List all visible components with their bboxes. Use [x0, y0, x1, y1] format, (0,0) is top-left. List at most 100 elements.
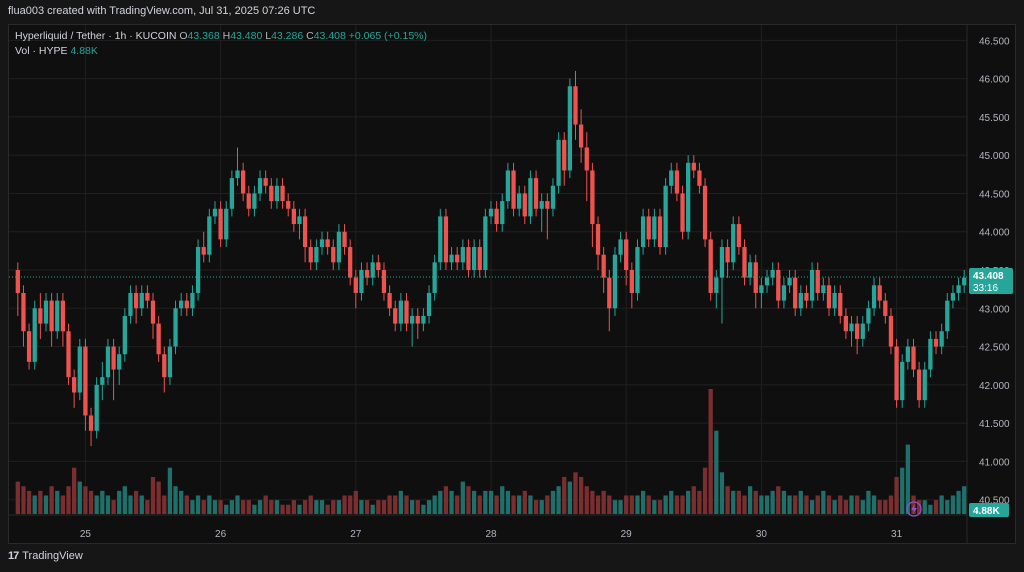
candle-body — [838, 292, 843, 316]
volume-badge[interactable] — [969, 503, 1009, 517]
close-label: C — [306, 30, 314, 42]
candle-body — [145, 292, 150, 301]
candle-body — [94, 384, 99, 431]
volume-bar — [584, 486, 589, 514]
volume-bar — [883, 500, 888, 514]
flash-icon[interactable] — [906, 501, 922, 517]
candle-body — [663, 185, 668, 248]
volume-bar — [894, 476, 899, 514]
candle-body — [883, 300, 888, 316]
candle-body — [43, 300, 49, 324]
volume-bar — [759, 495, 764, 514]
volume-bar — [150, 476, 156, 514]
candle-body — [38, 308, 43, 324]
volume-bar — [432, 495, 437, 514]
volume-label[interactable]: Vol · HYPE — [15, 45, 68, 57]
candle-body — [60, 300, 66, 332]
volume-bar — [511, 495, 516, 514]
volume-bar — [562, 476, 567, 514]
volume-bar — [871, 495, 877, 514]
volume-bar — [719, 472, 725, 514]
candle-body — [455, 254, 460, 263]
candle-body — [381, 270, 387, 293]
candle-body — [843, 315, 849, 332]
candle-body — [359, 270, 364, 293]
candle-body — [798, 292, 803, 309]
volume-bar — [776, 486, 781, 514]
volume-bar — [398, 490, 404, 514]
candle-body — [962, 277, 967, 286]
open-value: 43.368 — [187, 30, 220, 42]
candle-body — [72, 377, 77, 393]
candle-body — [562, 139, 567, 171]
candle-body — [635, 247, 640, 293]
y-tick-label: 46.000 — [979, 75, 1010, 86]
x-tick-label: 28 — [485, 529, 497, 540]
candle-body — [747, 262, 753, 278]
candle-body — [342, 231, 347, 248]
candle-body — [607, 277, 612, 309]
last-price-badge[interactable] — [969, 268, 1013, 295]
symbol-title[interactable]: Hyperliquid / Tether · 1h · KUCOIN — [15, 30, 177, 42]
volume-bar — [257, 500, 263, 514]
volume-bar — [38, 490, 43, 514]
candle-body — [905, 346, 910, 362]
volume-bar — [15, 481, 20, 514]
volume-bar — [381, 500, 387, 514]
x-tick-label: 25 — [80, 529, 92, 540]
candle-body — [241, 170, 246, 194]
y-tick-label: 41.000 — [979, 457, 1010, 468]
volume-bar — [956, 490, 961, 514]
volume-bar — [32, 495, 37, 514]
candle-body — [855, 323, 860, 339]
volume-bar — [207, 495, 212, 514]
volume-bar — [224, 504, 229, 514]
volume-bar — [302, 500, 308, 514]
volume-bar — [331, 500, 336, 514]
candle-body — [680, 193, 685, 232]
volume-bar — [691, 486, 696, 514]
candle-body — [950, 292, 956, 301]
candle-body — [877, 285, 882, 301]
top-bar: flua003 created with TradingView.com, Ju… — [0, 0, 1024, 24]
volume-bar — [43, 495, 49, 514]
candle-body — [111, 346, 116, 370]
volume-bar — [83, 486, 88, 514]
volume-bar — [770, 490, 775, 514]
candle-body — [945, 300, 950, 332]
candle-body — [302, 216, 308, 248]
candle-body — [691, 162, 696, 171]
candle-body — [933, 338, 939, 347]
candle-body — [348, 247, 353, 278]
y-tick-label: 45.000 — [979, 151, 1010, 162]
candle-body — [364, 270, 370, 278]
candle-body — [376, 262, 381, 270]
volume-bar — [319, 500, 325, 514]
candle-body — [179, 300, 184, 309]
candle-body — [533, 178, 539, 209]
volume-bar — [945, 500, 950, 514]
candle-body — [539, 201, 544, 209]
candle-body — [629, 270, 634, 293]
candle-body — [742, 247, 747, 278]
candle-body — [567, 86, 573, 171]
candle-body — [229, 178, 235, 209]
chart-frame[interactable]: 46.50046.00045.50045.00044.50044.00043.5… — [8, 24, 1016, 544]
volume-bar — [573, 472, 578, 514]
candle-body — [336, 231, 342, 263]
y-tick-label: 42.500 — [979, 343, 1010, 354]
volume-bar — [49, 486, 54, 514]
volume-bar — [962, 486, 967, 514]
candle-body — [578, 124, 584, 148]
candle-body — [764, 277, 770, 286]
price-chart[interactable]: 46.50046.00045.50045.00044.50044.00043.5… — [9, 25, 1015, 543]
candle-body — [545, 201, 550, 209]
volume-bar — [855, 495, 860, 514]
volume-bar — [725, 486, 730, 514]
candle-body — [466, 247, 471, 270]
x-tick-label: 31 — [891, 529, 903, 540]
candle-body — [291, 208, 296, 225]
tradingview-logo[interactable]: 17 TradingView — [8, 550, 83, 562]
volume-bar — [500, 486, 505, 514]
volume-bar — [731, 490, 736, 514]
